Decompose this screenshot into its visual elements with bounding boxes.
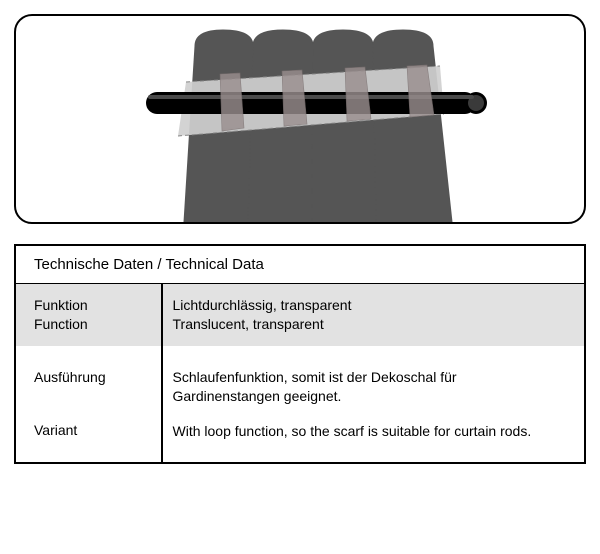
label-de: Ausführung [34, 368, 151, 387]
header-text: Technische Daten / Technical Data [34, 256, 264, 273]
curtain-loop-diagram [16, 16, 584, 222]
row-label: Funktion Function [16, 284, 161, 346]
row-value: Lichtdurchlässig, transparent Translucen… [163, 284, 585, 346]
value-de: Schlaufenfunktion, somit ist der Dekosch… [173, 368, 567, 406]
row-value: Schlaufenfunktion, somit ist der Dekosch… [163, 346, 585, 463]
technical-data-panel: Technische Daten / Technical Data Funkti… [14, 244, 586, 464]
row-label: Ausführung Variant [16, 346, 161, 463]
value-de: Lichtdurchlässig, transparent [173, 296, 567, 315]
technical-data-header: Technische Daten / Technical Data [16, 246, 584, 284]
label-en: Variant [34, 421, 151, 440]
table-row: Ausführung Variant Schlaufenfunktion, so… [16, 346, 584, 463]
value-en: With loop function, so the scarf is suit… [173, 422, 567, 441]
label-en: Function [34, 315, 151, 334]
illustration-panel [14, 14, 586, 224]
value-en: Translucent, transparent [173, 315, 567, 334]
label-de: Funktion [34, 296, 151, 315]
table-row: Funktion Function Lichtdurchlässig, tran… [16, 284, 584, 346]
